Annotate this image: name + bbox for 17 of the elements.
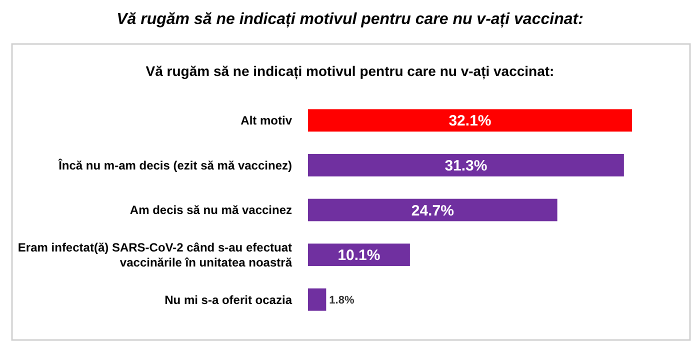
chart-title: Vă rugăm să ne indicați motivul pentru care nu v-ați vaccinat: [116,11,584,28]
bar [308,244,410,266]
chart-subtitle: Vă rugăm să ne indicați motivul pentru care nu v-ați vaccinat: [146,63,554,80]
y-tick-label: Nu mi s-a oferit ocazia [164,292,292,307]
data-label: 1.8% [329,294,354,306]
y-tick-label: Am decis să nu mă vaccinez [130,203,292,218]
bar [308,288,326,311]
data-label: 31.3% [444,157,488,174]
data-label: 32.1% [448,112,492,130]
bar [308,198,558,222]
bar [308,109,632,132]
data-label: 10.1% [338,247,380,264]
y-tick-label: Încă nu m-am decis (ezit să mă vaccinez) [58,158,292,172]
bar [308,154,624,176]
y-tick-label: Alt motiv [240,114,292,128]
data-label: 24.7% [411,202,454,220]
y-tick-label: Eram infectat(ă) SARS-CoV-2 când s-au efectuat vaccinările în unitatea noastră [18,240,292,270]
